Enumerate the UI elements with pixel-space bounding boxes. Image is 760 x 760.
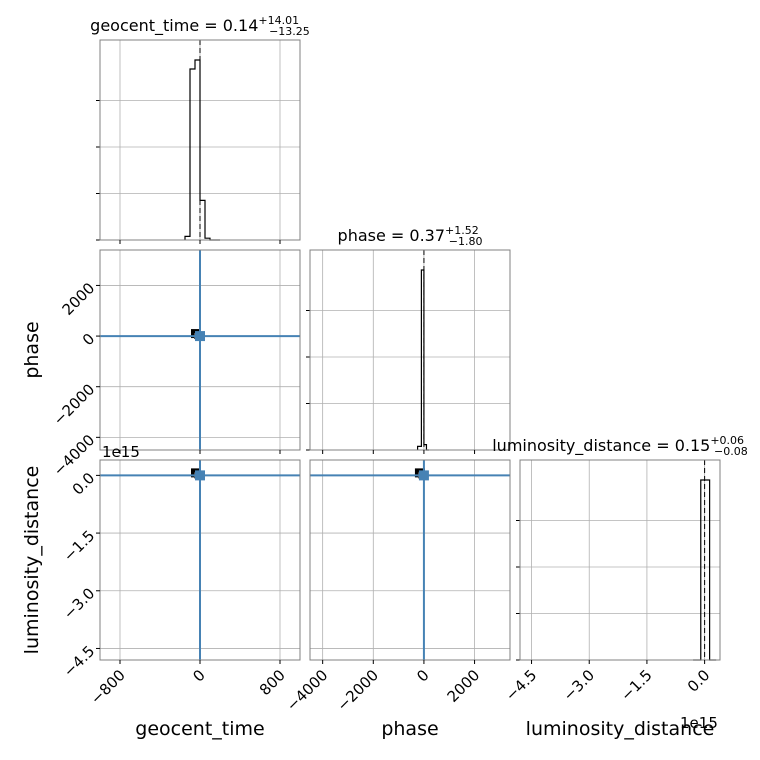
- title-equals: =: [199, 16, 223, 35]
- title-param: phase: [338, 226, 386, 245]
- grid: [520, 460, 720, 661]
- title-median: 0.15: [675, 436, 711, 455]
- title-equals: =: [651, 436, 675, 455]
- x-axis-label-geocent_time: geocent_time: [135, 718, 264, 740]
- title-median: 0.37: [409, 226, 445, 245]
- panel-frame: [309, 249, 511, 451]
- x-axis-label-phase: phase: [381, 718, 438, 740]
- y-tick-label-luminosity_distance-2: −1.5: [60, 527, 98, 565]
- truth-marker: [418, 470, 429, 481]
- panel-frame: [309, 459, 511, 661]
- panel-hist-luminosity_distance: luminosity_distance = 0.15+0.06 −0.08: [492, 434, 748, 661]
- title-phase: phase = 0.37+1.52 −1.80: [338, 224, 483, 248]
- x-tick-label-luminosity_distance-3: 0.0: [684, 666, 714, 696]
- y-tick-label-phase-0: −4000: [50, 431, 99, 480]
- y-tick-label-phase-3: 2000: [59, 279, 99, 319]
- title-minus: −13.25: [269, 25, 310, 38]
- y-tick-label-phase-2: 0: [79, 330, 98, 349]
- grid: [310, 250, 510, 451]
- title-param: luminosity_distance: [492, 436, 651, 456]
- title-equals: =: [386, 226, 410, 245]
- y-tick-label-luminosity_distance-0: −4.5: [60, 642, 98, 680]
- x-tick-label-geocent_time-0: −800: [87, 666, 129, 708]
- title-plus: +14.01: [258, 14, 299, 27]
- x-tick-label-phase-2: 0: [413, 666, 432, 685]
- x-tick-label-luminosity_distance-0: −4.5: [502, 666, 540, 704]
- y-tick-label-luminosity_distance-1: −3.0: [60, 584, 98, 622]
- x-tick-label-phase-1: −2000: [334, 666, 383, 715]
- x-tick-label-phase-0: −4000: [283, 666, 332, 715]
- y-tick-label-luminosity_distance-3: 0.0: [69, 469, 99, 499]
- x-tick-label-geocent_time-1: 0: [189, 666, 208, 685]
- title-luminosity_distance: luminosity_distance = 0.15+0.06 −0.08: [492, 434, 748, 458]
- x-axis-label-luminosity_distance: luminosity_distance: [526, 718, 715, 740]
- panel-2d-geocent_time-phase: [99, 249, 301, 451]
- title-param: geocent_time: [90, 16, 199, 36]
- histogram-geocent_time: [184, 59, 220, 241]
- x-tick-label-phase-3: 2000: [444, 666, 484, 706]
- title-plus: +1.52: [445, 224, 479, 237]
- truth-marker: [195, 470, 205, 481]
- truth-marker: [195, 331, 205, 342]
- title-minus: −1.80: [449, 235, 483, 248]
- y-offset-text: 1e15: [102, 443, 140, 461]
- grid: [310, 460, 510, 660]
- x-tick-label-geocent_time-2: 800: [256, 666, 289, 699]
- x-offset-text: 1e15: [680, 714, 718, 732]
- y-axis-label-phase: phase: [21, 321, 43, 378]
- title-plus: +0.06: [710, 434, 744, 447]
- title-minus: −0.08: [714, 445, 748, 458]
- panel-2d-geocent_time-luminosity_distance: [99, 459, 301, 661]
- x-tick-label-luminosity_distance-2: −1.5: [617, 666, 655, 704]
- histogram-phase: [416, 269, 429, 451]
- y-tick-label-phase-1: −2000: [50, 380, 99, 429]
- panel-2d-phase-luminosity_distance: [309, 459, 511, 661]
- panel-hist-geocent_time: geocent_time = 0.14+14.01 −13.25: [90, 14, 310, 241]
- panel-hist-phase: phase = 0.37+1.52 −1.80: [306, 224, 511, 451]
- x-tick-label-luminosity_distance-1: −3.0: [560, 666, 598, 704]
- panel-frame: [519, 459, 721, 661]
- y-axis-label-luminosity_distance: luminosity_distance: [21, 466, 43, 655]
- title-geocent_time: geocent_time = 0.14+14.01 −13.25: [90, 14, 310, 38]
- title-median: 0.14: [223, 16, 259, 35]
